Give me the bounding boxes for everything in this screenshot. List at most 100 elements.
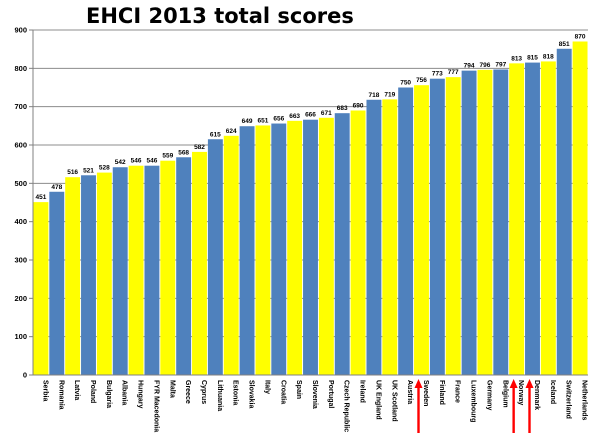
bar: [318, 117, 334, 376]
data-label: 666: [305, 112, 316, 119]
x-tick-label: France: [454, 380, 461, 403]
x-tick-label: Denmark: [533, 380, 540, 410]
bar: [112, 167, 128, 375]
data-label: 756: [416, 77, 427, 84]
x-tick-label: Estonia: [232, 380, 239, 405]
data-label: 521: [83, 167, 94, 174]
data-label: 683: [337, 105, 348, 112]
bar: [49, 191, 65, 375]
highlight-arrow-shaft: [512, 387, 515, 433]
highlight-arrow-head: [414, 379, 423, 388]
x-tick-label: Ireland: [359, 380, 366, 403]
data-label: 794: [464, 63, 475, 70]
bar: [255, 125, 271, 375]
data-label: 542: [115, 159, 126, 166]
x-tick-label: UK Scotland: [390, 380, 397, 422]
data-label: 559: [162, 153, 173, 160]
bar: [65, 177, 81, 375]
y-tick-label: 400: [14, 217, 27, 226]
data-label: 690: [353, 103, 364, 110]
x-tick-label: Germany: [485, 380, 492, 410]
data-label: 851: [559, 41, 570, 48]
data-label: 582: [194, 144, 205, 151]
x-tick-label: Finland: [438, 380, 445, 405]
bar: [192, 151, 207, 375]
bar: [366, 99, 382, 376]
x-tick-label: Italy: [263, 380, 270, 394]
bar: [160, 160, 176, 375]
bar: [96, 172, 112, 375]
bar: [382, 99, 398, 375]
x-tick-label: Latvia: [73, 380, 80, 400]
highlight-arrow-shaft: [528, 387, 531, 433]
bar: [207, 139, 223, 375]
data-label: 718: [368, 92, 379, 99]
bar: [144, 165, 160, 375]
data-label: 750: [400, 80, 411, 87]
data-label: 546: [131, 158, 142, 165]
bar: [350, 110, 366, 375]
x-tick-label: Sweden: [422, 380, 429, 406]
bar: [572, 41, 588, 375]
bar: [303, 119, 318, 375]
bar: [414, 85, 429, 375]
data-label: 528: [99, 165, 110, 172]
x-tick-label: Norway: [517, 380, 524, 405]
y-tick-label: 0: [23, 371, 27, 380]
x-tick-label: Hungary: [137, 380, 144, 409]
x-tick-label: FYR Macedonia: [152, 380, 159, 432]
data-label: 796: [479, 62, 490, 69]
data-label: 813: [511, 55, 522, 62]
data-label: 870: [575, 34, 586, 41]
x-tick-label: Albania: [121, 380, 128, 405]
y-tick-label: 900: [14, 26, 27, 35]
data-label: 777: [448, 69, 459, 76]
bar: [540, 61, 556, 375]
x-tick-label: Slovakia: [248, 380, 255, 409]
x-tick-label: Croatia: [279, 380, 286, 404]
x-tick-label: Greece: [184, 380, 191, 404]
highlight-arrow-shaft: [417, 387, 420, 433]
bar: [429, 78, 445, 375]
bar: [477, 69, 493, 375]
data-label: 651: [257, 117, 268, 124]
y-tick-label: 600: [14, 141, 27, 150]
x-tick-label: Lithuania: [216, 380, 223, 411]
x-tick-label: Czech Republic: [343, 380, 350, 432]
x-tick-label: Spain: [295, 380, 302, 399]
x-tick-label: Bulgaria: [105, 380, 112, 408]
data-label: 719: [384, 91, 395, 98]
x-tick-label: Romania: [57, 380, 64, 410]
x-tick-label: Netherlands: [581, 380, 588, 421]
y-tick-label: 500: [14, 179, 27, 188]
chart-title: EHCI 2013 total scores: [86, 4, 354, 28]
bar: [33, 202, 49, 375]
bar: [176, 157, 192, 375]
bar: [128, 165, 144, 375]
data-label: 624: [226, 128, 237, 135]
bar: [525, 62, 540, 375]
data-label: 656: [273, 116, 284, 123]
bar: [81, 175, 96, 375]
data-label: 797: [495, 61, 506, 68]
bar: [334, 113, 350, 375]
x-tick-label: Luxembourg: [470, 380, 477, 422]
y-tick-label: 800: [14, 64, 27, 73]
bar: [493, 69, 509, 375]
bar: [556, 48, 572, 376]
bar: [287, 120, 303, 375]
x-tick-label: Slovenia: [311, 380, 318, 409]
x-tick-label: Iceland: [549, 380, 556, 404]
bar: [271, 123, 287, 376]
y-tick-label: 100: [14, 332, 27, 341]
data-label: 546: [146, 158, 157, 165]
x-tick-label: Malta: [168, 380, 175, 398]
data-label: 663: [289, 113, 300, 120]
data-label: 568: [178, 149, 189, 156]
y-tick-label: 300: [14, 256, 27, 265]
highlight-arrow-head: [525, 379, 534, 388]
data-label: 815: [527, 55, 538, 62]
x-tick-label: Belgium: [501, 380, 508, 408]
bar: [445, 77, 461, 376]
